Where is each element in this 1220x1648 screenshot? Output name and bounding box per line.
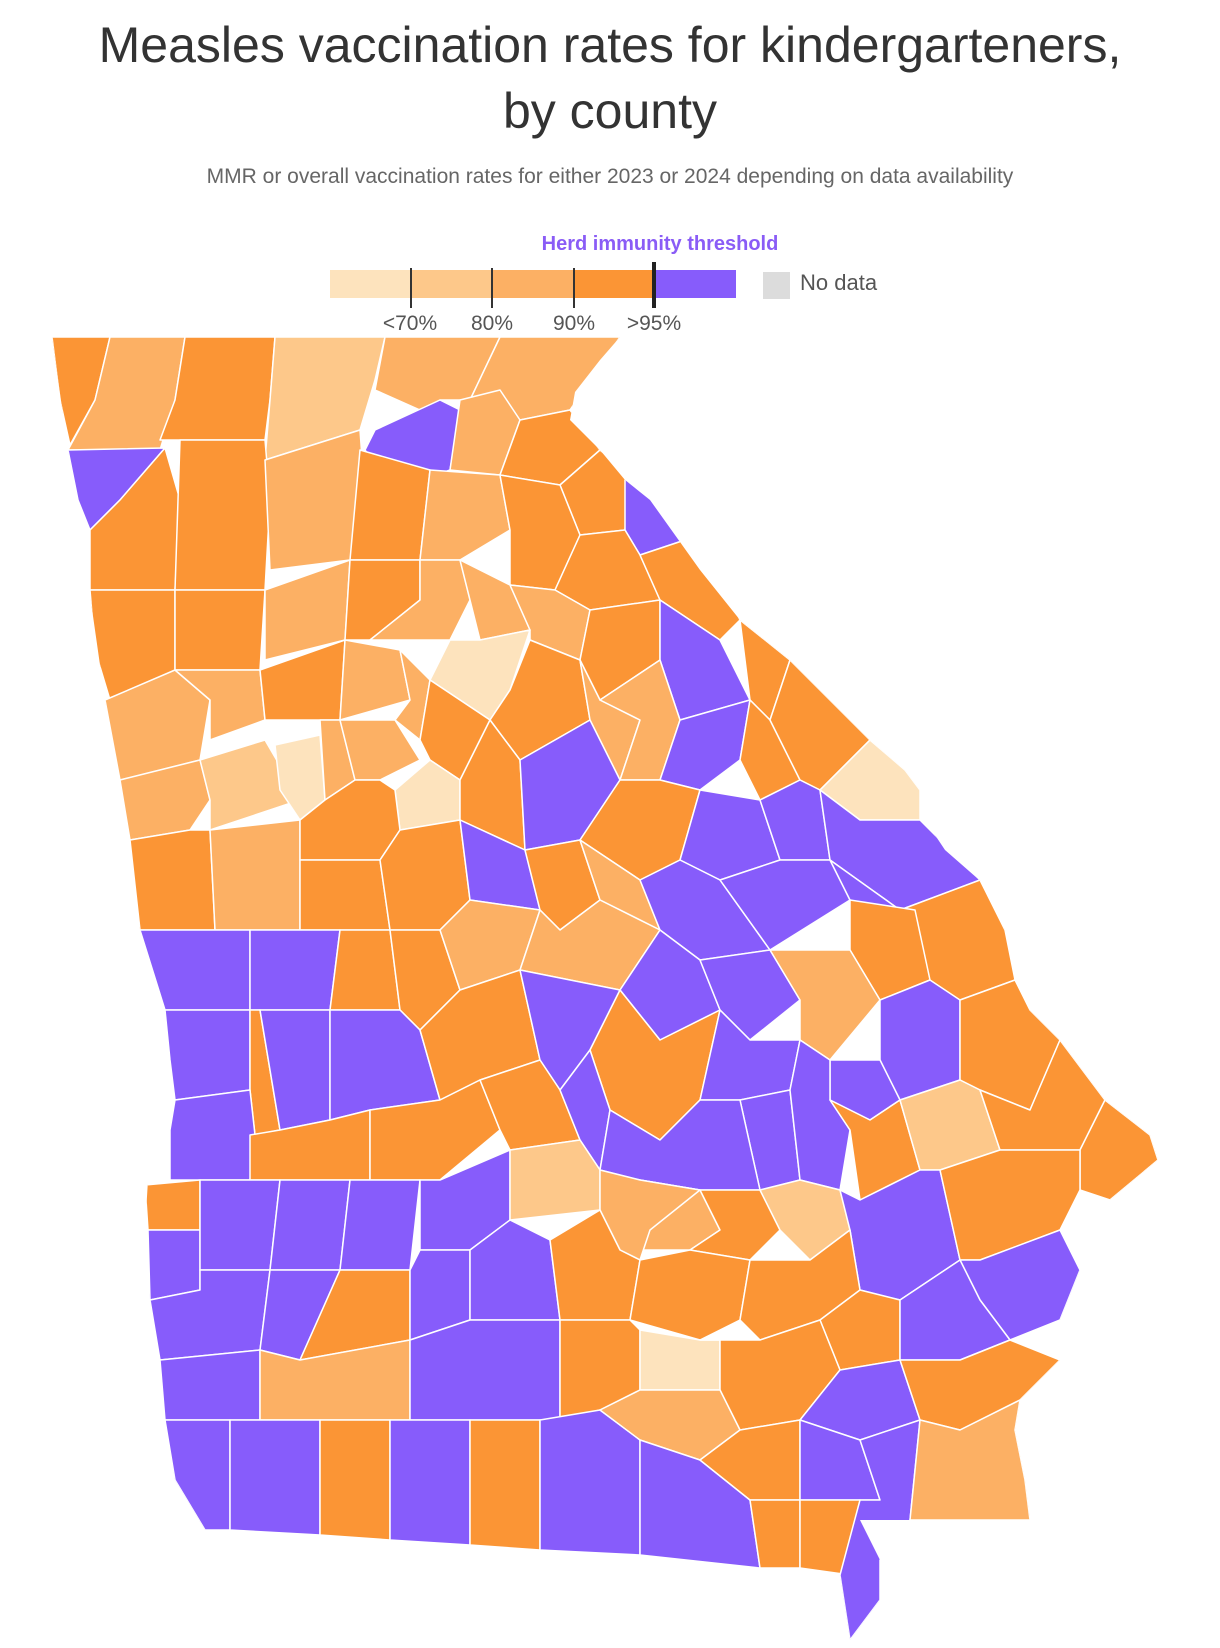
county-region <box>104 669 211 781</box>
county-region <box>209 819 301 931</box>
county-region <box>624 474 701 556</box>
legend-bin-3 <box>492 270 574 298</box>
county-region <box>159 1349 261 1421</box>
legend-tick-3 <box>573 268 575 308</box>
county-region <box>229 1419 321 1536</box>
county-region <box>629 1249 751 1341</box>
legend-bin-5 <box>654 270 736 298</box>
county-region <box>339 1179 421 1271</box>
county-region <box>174 589 266 671</box>
herd-immunity-label: Herd immunity threshold <box>541 233 779 255</box>
legend-bin-2 <box>410 270 492 298</box>
county-region <box>789 1039 851 1191</box>
county-region <box>139 929 251 1011</box>
legend-bin-1 <box>330 270 410 298</box>
county-region <box>129 829 216 931</box>
legend-tick-label-80: 80% <box>470 312 514 335</box>
county-region <box>199 1179 281 1271</box>
title-line-1: Measles vaccination rates for kindergart… <box>98 17 1122 73</box>
legend-tick-2 <box>491 268 493 308</box>
county-region <box>539 1409 641 1556</box>
county-region <box>174 439 271 591</box>
county-region <box>389 1419 471 1546</box>
chart-subtitle: MMR or overall vaccination rates for eit… <box>206 165 1014 188</box>
county-region <box>299 859 391 931</box>
county-region <box>339 639 411 721</box>
legend-tick-1 <box>410 268 412 308</box>
legend: Herd immunity threshold <70% 80% 90% >95… <box>0 0 1220 340</box>
county-region <box>879 979 961 1101</box>
county-region <box>339 719 421 781</box>
county-region <box>329 929 401 1011</box>
county-region <box>349 449 431 561</box>
county-region <box>147 1229 201 1301</box>
county-region <box>419 469 511 561</box>
no-data-swatch <box>763 272 790 299</box>
county-region <box>394 649 431 741</box>
county-region <box>174 669 266 741</box>
georgia-county-map <box>52 337 1158 1640</box>
county-region <box>699 949 801 1041</box>
legend-tick-label-70: <70% <box>382 312 438 335</box>
legend-tick-herd <box>652 262 656 308</box>
county-region <box>249 929 341 1011</box>
county-region <box>659 699 751 791</box>
county-region <box>169 1089 256 1181</box>
county-region <box>164 1009 251 1101</box>
county-region <box>509 1139 601 1221</box>
legend-tick-label-90: 90% <box>552 312 596 335</box>
title-line-2: by county <box>502 83 717 139</box>
county-region <box>909 1399 1031 1521</box>
county-region <box>469 1419 541 1551</box>
county-region <box>639 1329 721 1391</box>
county-region <box>119 759 211 841</box>
county-region <box>269 1179 351 1271</box>
legend-bin-4 <box>574 270 654 298</box>
chart-title: Measles vaccination rates for kindergart… <box>0 12 1220 144</box>
county-region <box>409 1319 561 1421</box>
county-region <box>319 1419 391 1541</box>
county-region <box>164 1419 231 1531</box>
county-region <box>144 1179 201 1231</box>
no-data-label: No data <box>800 270 878 295</box>
county-region <box>199 739 301 831</box>
legend-tick-label-95: >95% <box>626 312 682 335</box>
